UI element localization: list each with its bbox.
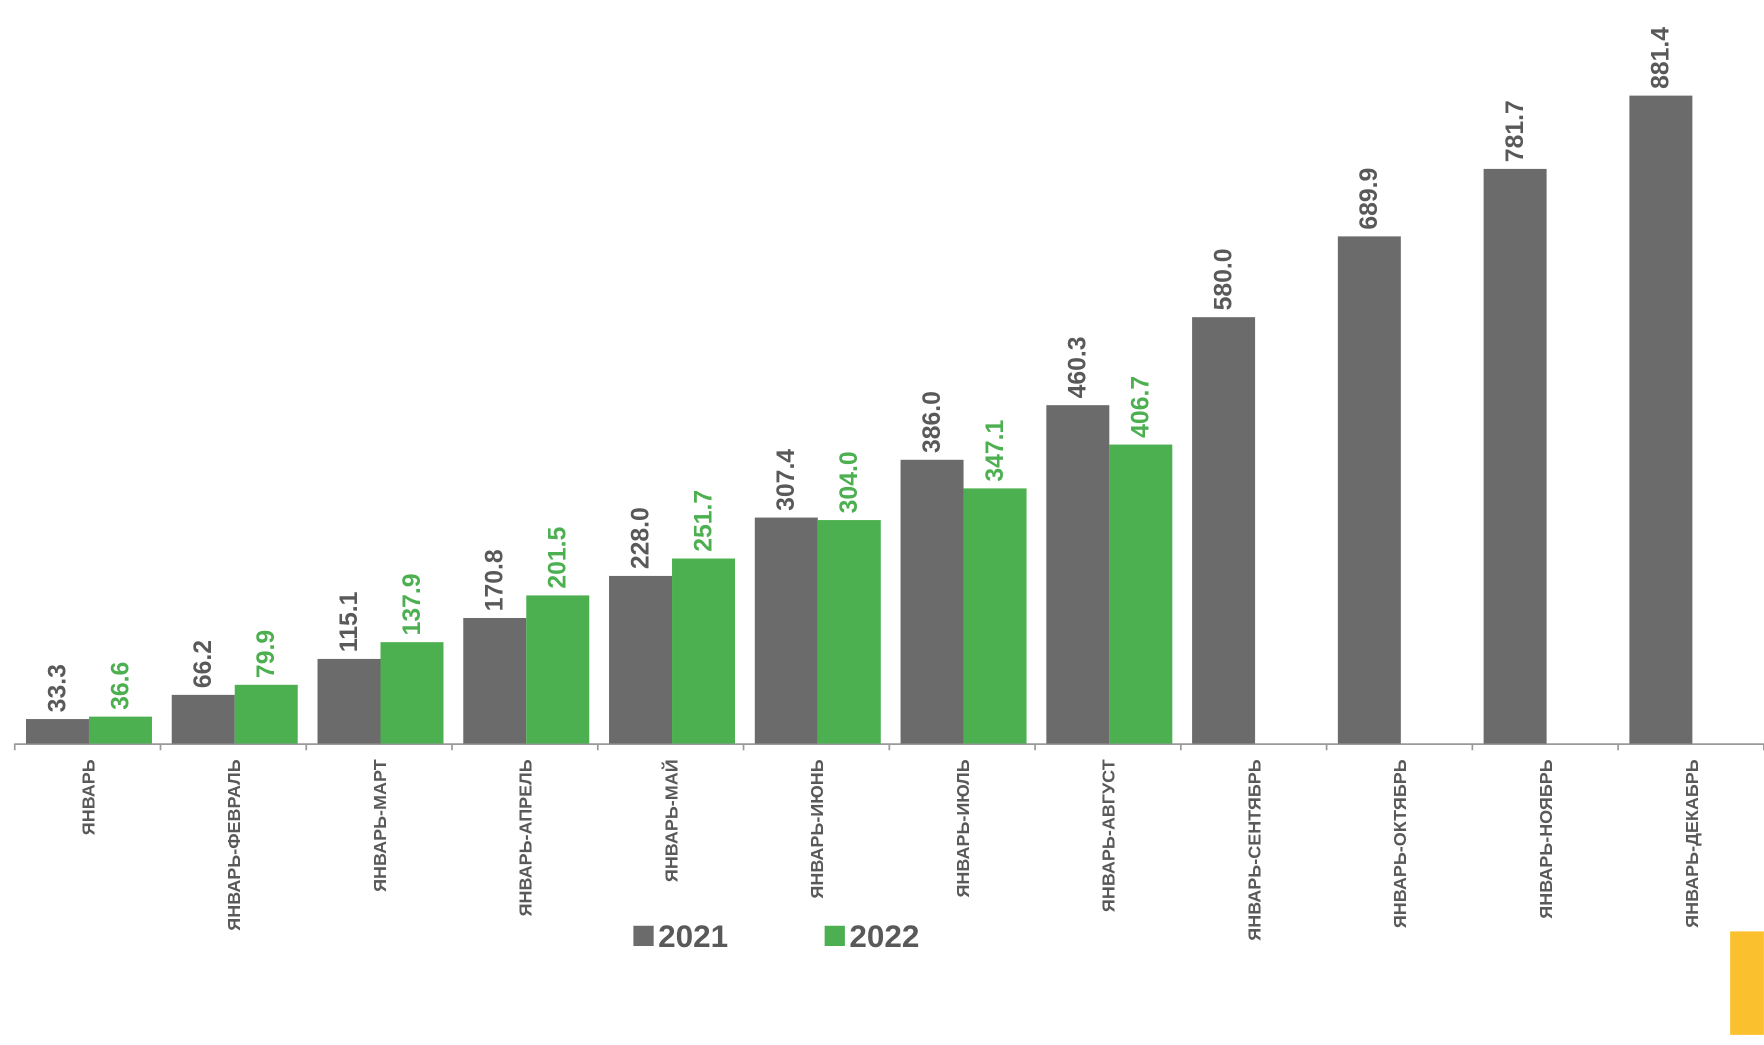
bar: [317, 658, 381, 744]
x-tick-label: ЯНВАРЬ-МАЙ: [660, 759, 681, 882]
bar: [380, 642, 444, 744]
value-label: 304.0: [836, 451, 863, 513]
bar: [234, 684, 298, 744]
bar: [171, 694, 235, 744]
legend-label: 2022: [849, 918, 919, 954]
bar: [754, 517, 818, 744]
bar: [1109, 444, 1173, 744]
value-label: 781.7: [1502, 100, 1529, 162]
value-label: 460.3: [1065, 337, 1092, 399]
value-label: 33.3: [44, 664, 71, 712]
x-tick-label: ЯНВАРЬ-ФЕВРАЛЬ: [224, 759, 244, 930]
value-label: 115.1: [336, 591, 363, 652]
value-label: 406.7: [1128, 376, 1155, 438]
x-tick-label: ЯНВАРЬ-НОЯБРЬ: [1536, 759, 1556, 918]
bar: [672, 558, 736, 744]
corner-decoration: [1730, 931, 1764, 1035]
value-label: 36.6: [107, 662, 134, 710]
x-tick-label: ЯНВАРЬ-ИЮЛЬ: [953, 759, 973, 897]
bar: [88, 716, 152, 744]
value-label: 580.0: [1210, 249, 1237, 311]
value-label: 347.1: [982, 419, 1009, 481]
bar: [817, 520, 881, 744]
bar: [25, 719, 89, 744]
value-label: 79.9: [253, 630, 280, 678]
value-label: 228.0: [627, 507, 654, 569]
x-tick-label: ЯНВАРЬ: [78, 759, 98, 835]
x-tick-label: ЯНВАРЬ-ДЕКАБРЬ: [1682, 759, 1702, 928]
bar: [1483, 168, 1547, 744]
legend-swatch: [633, 925, 654, 947]
x-tick-label: ЯНВАРЬ-ОКТЯБРЬ: [1390, 759, 1410, 928]
value-label: 137.9: [399, 574, 426, 636]
bar: [1046, 405, 1110, 744]
value-label: 689.9: [1356, 168, 1383, 230]
value-label: 251.7: [690, 490, 717, 552]
bar: [963, 488, 1027, 744]
value-label: 201.5: [545, 527, 572, 589]
value-label: 170.8: [482, 549, 509, 611]
value-label: 307.4: [773, 449, 800, 511]
bar: [900, 459, 964, 744]
x-tick-label: ЯНВАРЬ-СЕНТЯБРЬ: [1244, 759, 1264, 940]
x-tick-label: ЯНВАРЬ-ИЮНЬ: [807, 759, 827, 898]
value-label: 881.4: [1648, 27, 1675, 89]
bar: [1629, 95, 1693, 744]
x-tick-label: ЯНВАРЬ-АПРЕЛЬ: [516, 759, 536, 916]
bar: [609, 575, 673, 744]
legend-swatch: [824, 925, 845, 947]
bar: [1337, 236, 1401, 744]
bar: [1192, 317, 1256, 744]
value-label: 386.0: [919, 391, 946, 453]
bar: [463, 617, 527, 744]
x-tick-label: ЯНВАРЬ-АВГУСТ: [1099, 759, 1119, 912]
legend-label: 2021: [658, 918, 728, 954]
x-tick-label: ЯНВАРЬ-МАРТ: [370, 759, 390, 892]
value-label: 66.2: [190, 640, 217, 688]
bar: [526, 595, 590, 744]
